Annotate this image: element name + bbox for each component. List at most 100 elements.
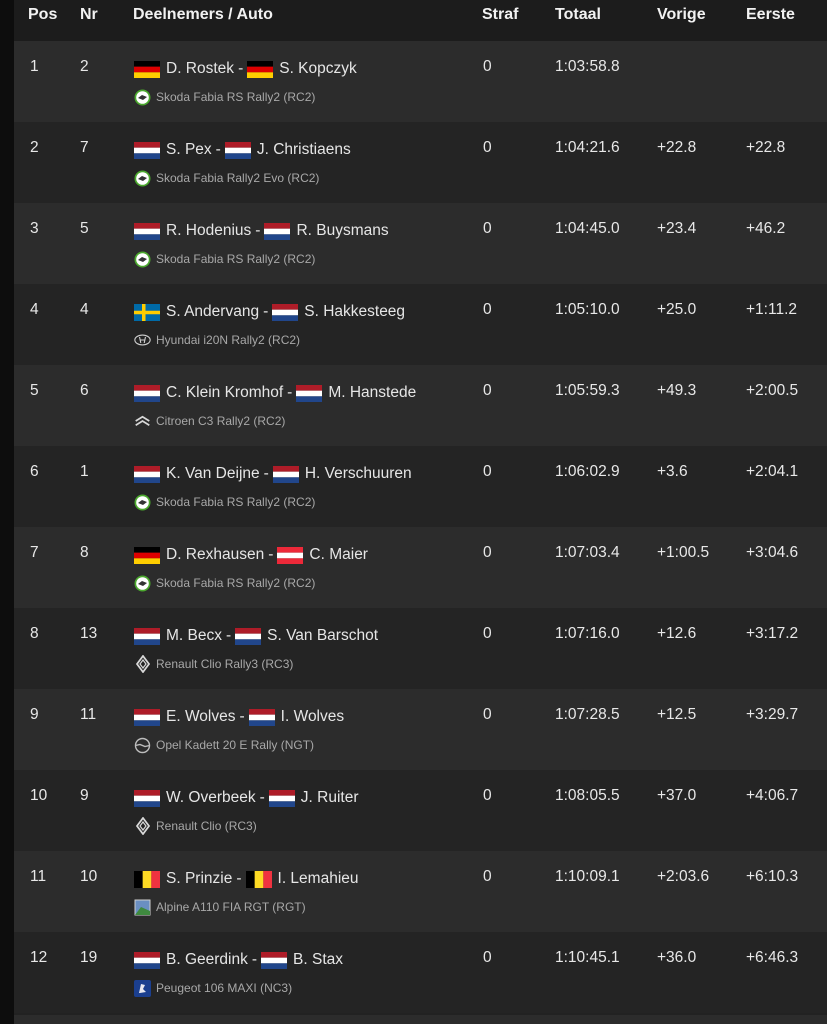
table-row[interactable]: 2 7 S. Pex - J. Christiaens Skoda Fabia … — [14, 122, 827, 203]
name-separator: - — [238, 60, 244, 77]
penalty-cell: 0 — [483, 58, 492, 75]
start-number-cell: 8 — [80, 544, 89, 561]
flag-icon — [235, 627, 262, 645]
renault-icon — [134, 817, 151, 835]
previous-gap-cell: +22.8 — [657, 139, 697, 156]
table-row[interactable]: 5 6 C. Klein Kromhof - M. Hanstede Citro… — [14, 365, 827, 446]
codriver-name: M. Hanstede — [328, 384, 417, 401]
position-cell: 10 — [30, 787, 48, 804]
codriver-name: J. Christiaens — [256, 141, 351, 158]
total-time-cell: 1:07:16.0 — [555, 625, 620, 642]
driver-name: B. Geerdink — [166, 951, 248, 968]
car-model: Skoda Fabia Rally2 Evo (RC2) — [156, 171, 320, 185]
position-cell: 12 — [30, 949, 48, 966]
start-number-cell: 5 — [80, 220, 89, 237]
opel-icon — [134, 737, 151, 754]
table-row[interactable]: 3 5 R. Hodenius - R. Buysmans Skoda Fabi… — [14, 203, 827, 284]
table-row[interactable]: 12 19 B. Geerdink - B. Stax Peugeot 106 … — [14, 932, 827, 1013]
codriver-name: R. Buysmans — [296, 222, 389, 239]
next-row-partial — [14, 1015, 827, 1024]
car-info: Renault Clio (RC3) — [134, 817, 257, 835]
table-row[interactable]: 4 4 S. Andervang - S. Hakkesteeg Hyundai… — [14, 284, 827, 365]
driver-name: K. Van Deijne — [166, 465, 260, 482]
leader-gap-cell: +3:29.7 — [746, 706, 799, 723]
driver-name: W. Overbeek — [166, 789, 256, 806]
citroen-icon — [134, 413, 151, 430]
header-total: Totaal — [555, 6, 601, 23]
previous-gap-cell: +1:00.5 — [657, 544, 710, 561]
penalty-cell: 0 — [483, 706, 492, 723]
header-pos: Pos — [28, 6, 58, 23]
flag-icon — [134, 384, 160, 402]
codriver-name: S. Hakkesteeg — [304, 303, 406, 320]
table-header: Pos Nr Deelnemers / Auto Straf Totaal Vo… — [14, 0, 827, 41]
codriver-name: B. Stax — [293, 951, 343, 968]
leader-gap-cell: +2:04.1 — [746, 463, 799, 480]
table-row[interactable]: 1 2 D. Rostek - S. Kopczyk Skoda Fabia R… — [14, 41, 827, 122]
car-info: Skoda Fabia RS Rally2 (RC2) — [134, 250, 315, 268]
driver-name: D. Rexhausen — [166, 546, 265, 563]
header-participants: Deelnemers / Auto — [133, 6, 273, 23]
flag-icon — [245, 870, 272, 888]
crew-names: B. Geerdink - B. Stax — [134, 949, 343, 971]
table-row[interactable]: 11 10 S. Prinzie - I. Lemahieu Alpine A1… — [14, 851, 827, 932]
name-separator: - — [239, 708, 245, 725]
leader-gap-cell: +22.8 — [746, 139, 786, 156]
car-model: Skoda Fabia RS Rally2 (RC2) — [156, 90, 316, 104]
total-time-cell: 1:10:45.1 — [555, 949, 620, 966]
car-model: Peugeot 106 MAXI (NC3) — [156, 981, 293, 995]
flag-icon — [134, 708, 160, 726]
car-model: Citroen C3 Rally2 (RC2) — [156, 414, 286, 428]
start-number-cell: 1 — [80, 463, 89, 480]
leader-gap-cell: +1:11.2 — [746, 301, 797, 318]
crew-names: W. Overbeek - J. Ruiter — [134, 787, 358, 809]
table-row[interactable]: 10 9 W. Overbeek - J. Ruiter Renault Cli… — [14, 770, 827, 851]
flag-icon — [247, 60, 274, 78]
penalty-cell: 0 — [483, 382, 492, 399]
crew-names: E. Wolves - I. Wolves — [134, 706, 344, 728]
flag-icon — [268, 789, 295, 807]
table-row[interactable]: 7 8 D. Rexhausen - C. Maier Skoda Fabia … — [14, 527, 827, 608]
skoda-icon — [134, 89, 151, 106]
name-separator: - — [259, 789, 265, 806]
start-number-cell: 10 — [80, 868, 98, 885]
table-row[interactable]: 8 13 M. Becx - S. Van Barschot Renault C… — [14, 608, 827, 689]
header-nr: Nr — [80, 6, 98, 23]
renault-icon — [134, 655, 151, 673]
leader-gap-cell: +4:06.7 — [746, 787, 799, 804]
car-model: Renault Clio (RC3) — [156, 819, 257, 833]
total-time-cell: 1:03:58.8 — [555, 58, 620, 75]
codriver-name: C. Maier — [309, 546, 368, 563]
penalty-cell: 0 — [483, 463, 492, 480]
name-separator: - — [268, 546, 274, 563]
flag-icon — [272, 303, 299, 321]
start-number-cell: 19 — [80, 949, 98, 966]
leader-gap-cell: +6:10.3 — [746, 868, 799, 885]
broken-image-icon — [134, 899, 151, 916]
leader-gap-cell: +3:17.2 — [746, 625, 799, 642]
table-row[interactable]: 6 1 K. Van Deijne - H. Verschuuren Skoda… — [14, 446, 827, 527]
codriver-name: S. Kopczyk — [279, 60, 357, 77]
crew-names: R. Hodenius - R. Buysmans — [134, 220, 389, 242]
name-separator: - — [225, 627, 232, 644]
penalty-cell: 0 — [483, 544, 492, 561]
header-penalty: Straf — [482, 6, 519, 23]
start-number-cell: 9 — [80, 787, 89, 804]
flag-icon — [248, 708, 275, 726]
start-number-cell: 6 — [80, 382, 89, 399]
codriver-name: H. Verschuuren — [304, 465, 412, 482]
car-info: Skoda Fabia RS Rally2 (RC2) — [134, 88, 315, 106]
position-cell: 7 — [30, 544, 39, 561]
previous-gap-cell: +37.0 — [657, 787, 697, 804]
flag-icon — [272, 465, 299, 483]
codriver-name: I. Lemahieu — [277, 870, 359, 887]
flag-icon — [134, 303, 160, 321]
table-row[interactable]: 9 11 E. Wolves - I. Wolves Opel Kadett 2… — [14, 689, 827, 770]
flag-icon — [134, 870, 160, 888]
driver-name: C. Klein Kromhof — [166, 384, 284, 401]
flag-icon — [296, 384, 323, 402]
start-number-cell: 2 — [80, 58, 89, 75]
penalty-cell: 0 — [483, 139, 492, 156]
car-info: Peugeot 106 MAXI (NC3) — [134, 979, 292, 997]
crew-names: S. Andervang - S. Hakkesteeg — [134, 301, 405, 323]
